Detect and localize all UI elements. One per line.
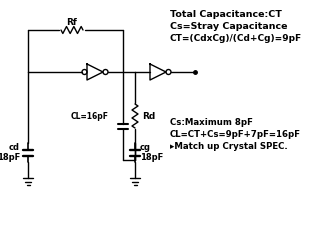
Text: cd: cd bbox=[9, 143, 20, 152]
Text: 18pF: 18pF bbox=[140, 152, 163, 161]
Text: 18pF: 18pF bbox=[0, 152, 20, 161]
Text: ▸Match up Crystal SPEC.: ▸Match up Crystal SPEC. bbox=[170, 142, 288, 151]
Text: Rf: Rf bbox=[67, 18, 78, 27]
Text: CL=CT+Cs=9pF+7pF=16pF: CL=CT+Cs=9pF+7pF=16pF bbox=[170, 130, 301, 139]
Text: Cs=Stray Capacitance: Cs=Stray Capacitance bbox=[170, 22, 288, 31]
Text: Cs:Maximum 8pF: Cs:Maximum 8pF bbox=[170, 118, 253, 127]
Text: Rd: Rd bbox=[142, 111, 155, 120]
Text: Total Capacitance:CT: Total Capacitance:CT bbox=[170, 10, 282, 19]
Text: CL=16pF: CL=16pF bbox=[71, 111, 109, 120]
Text: CT=(CdxCg)/(Cd+Cg)=9pF: CT=(CdxCg)/(Cd+Cg)=9pF bbox=[170, 34, 302, 43]
Text: cg: cg bbox=[140, 143, 151, 152]
